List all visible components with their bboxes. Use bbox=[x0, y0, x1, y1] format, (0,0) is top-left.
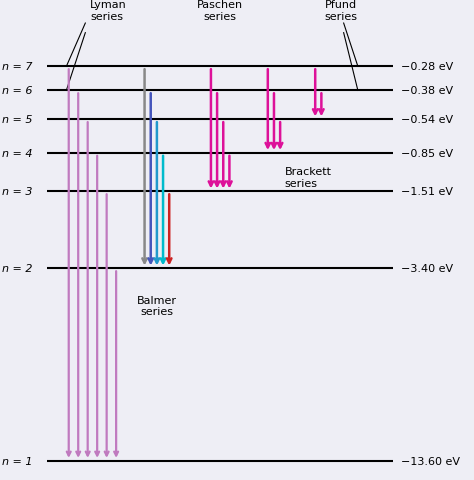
Text: −13.60 eV: −13.60 eV bbox=[401, 456, 459, 466]
Text: n = 6: n = 6 bbox=[2, 86, 33, 96]
Text: n = 7: n = 7 bbox=[2, 62, 33, 72]
Text: Paschen
series: Paschen series bbox=[197, 0, 244, 22]
Text: n = 1: n = 1 bbox=[2, 456, 33, 466]
Text: n = 5: n = 5 bbox=[2, 115, 33, 125]
Text: −0.38 eV: −0.38 eV bbox=[401, 86, 453, 96]
Text: n = 4: n = 4 bbox=[2, 149, 33, 158]
Text: Brackett
series: Brackett series bbox=[284, 167, 331, 188]
Text: n = 2: n = 2 bbox=[2, 264, 33, 274]
Text: n = 3: n = 3 bbox=[2, 187, 33, 197]
Text: −1.51 eV: −1.51 eV bbox=[401, 187, 453, 197]
Text: Pfund
series: Pfund series bbox=[325, 0, 358, 22]
Text: Lyman
series: Lyman series bbox=[90, 0, 127, 22]
Text: Balmer
series: Balmer series bbox=[137, 295, 177, 317]
Text: −0.54 eV: −0.54 eV bbox=[401, 115, 453, 125]
Text: −0.28 eV: −0.28 eV bbox=[401, 62, 453, 72]
Text: −0.85 eV: −0.85 eV bbox=[401, 149, 453, 158]
Text: −3.40 eV: −3.40 eV bbox=[401, 264, 453, 274]
